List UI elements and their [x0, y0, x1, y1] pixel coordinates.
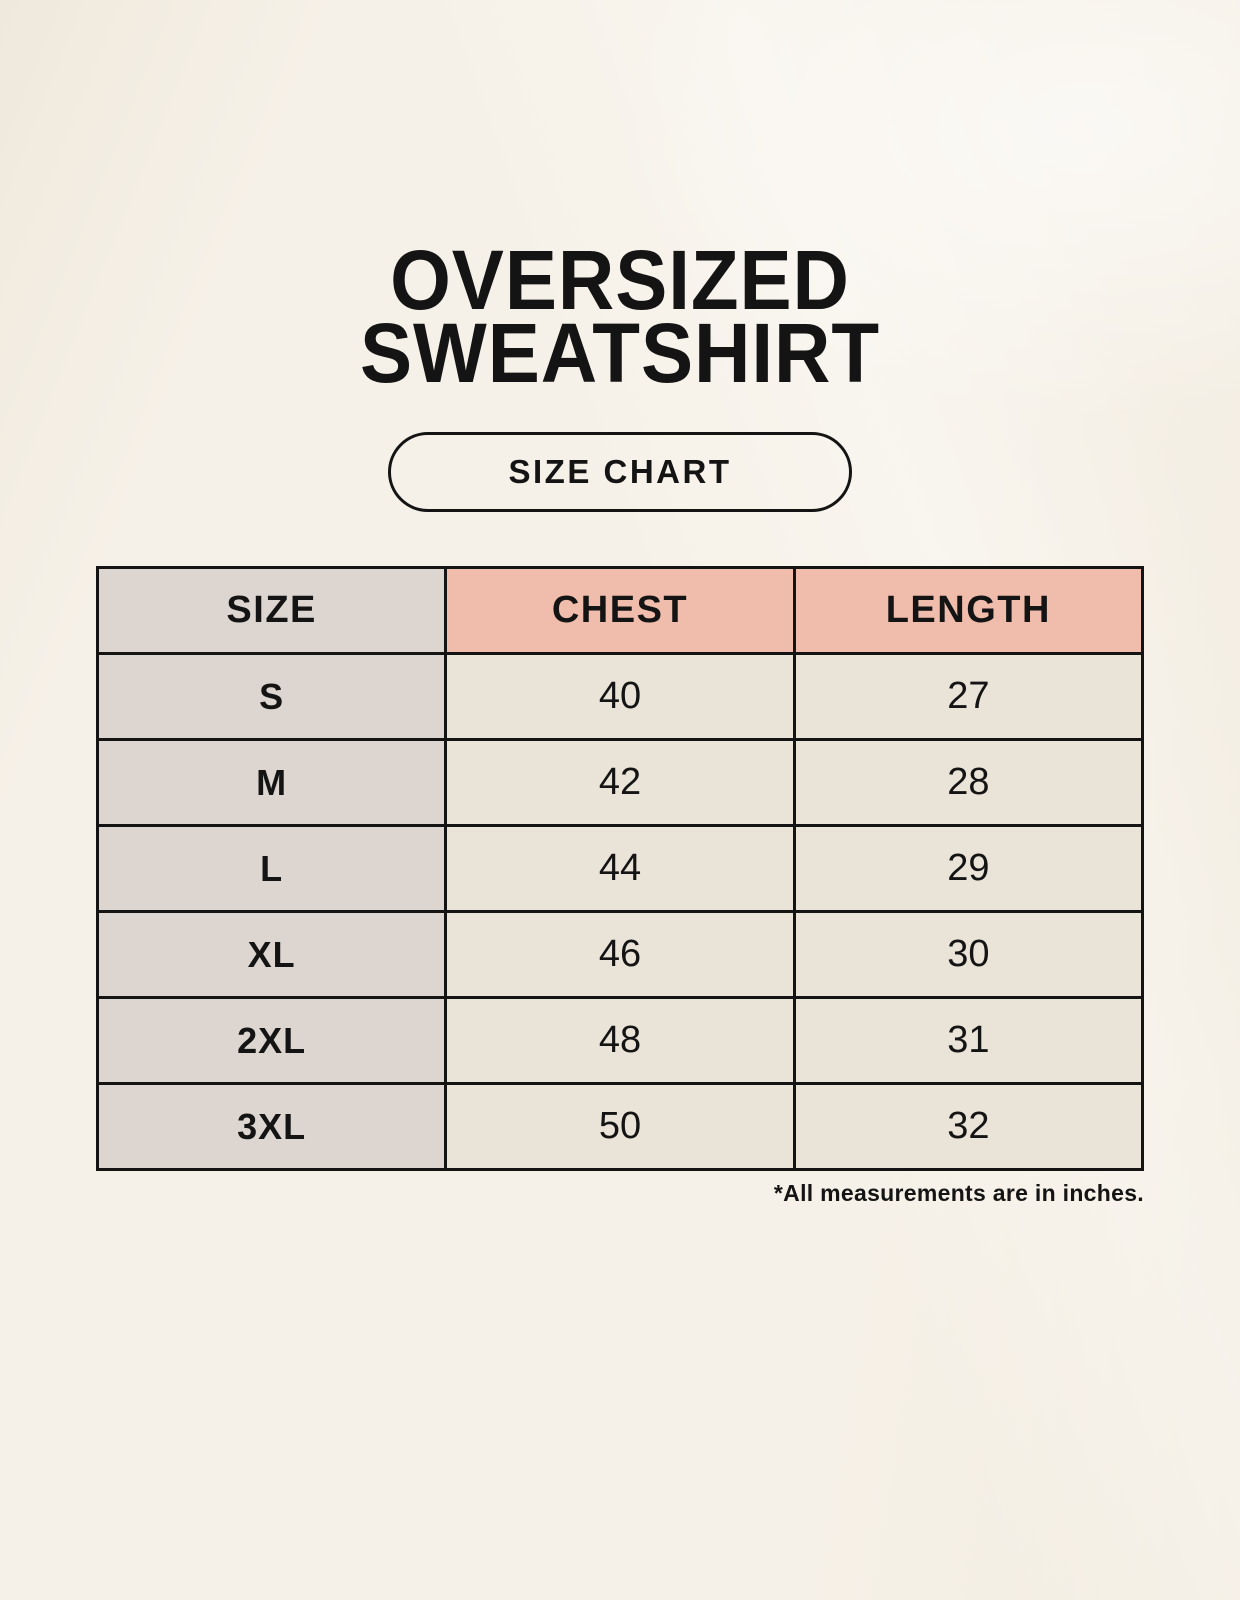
size-chart-section: SIZE CHEST LENGTH S 40 27 M 42 28 L	[95, 566, 1145, 1207]
size-cell: L	[95, 824, 448, 913]
size-cell: 2XL	[95, 996, 448, 1085]
length-cell: 30	[792, 910, 1145, 999]
column-header-chest: CHEST	[444, 566, 796, 655]
size-chart-badge-label: SIZE CHART	[508, 453, 732, 490]
chest-cell: 46	[444, 910, 796, 999]
length-cell: 29	[792, 824, 1145, 913]
table-row: 3XL 50 32	[95, 1082, 1145, 1171]
chest-cell: 40	[444, 652, 796, 741]
length-cell: 27	[792, 652, 1145, 741]
size-cell: M	[95, 738, 448, 827]
table-row: XL 46 30	[95, 910, 1145, 999]
column-header-size: SIZE	[95, 566, 448, 655]
table-row: 2XL 48 31	[95, 996, 1145, 1085]
size-cell: XL	[95, 910, 448, 999]
chest-cell: 44	[444, 824, 796, 913]
title-line-2: SWEATSHIRT	[360, 306, 880, 400]
table-row: S 40 27	[95, 652, 1145, 741]
title-line-1: OVERSIZED	[390, 233, 850, 327]
page-title: OVERSIZED SWEATSHIRT	[43, 233, 1196, 400]
chest-cell: 42	[444, 738, 796, 827]
length-cell: 31	[792, 996, 1145, 1085]
chest-cell: 50	[444, 1082, 796, 1171]
length-cell: 32	[792, 1082, 1145, 1171]
chest-cell: 48	[444, 996, 796, 1085]
table-header-row: SIZE CHEST LENGTH	[95, 566, 1145, 655]
size-chart-badge-button[interactable]: SIZE CHART	[388, 432, 852, 512]
measurements-footnote: *All measurements are in inches.	[773, 1180, 1144, 1206]
size-chart-table: SIZE CHEST LENGTH S 40 27 M 42 28 L	[95, 566, 1145, 1171]
table-row: M 42 28	[95, 738, 1145, 827]
length-cell: 28	[792, 738, 1145, 827]
column-header-length: LENGTH	[792, 566, 1145, 655]
size-cell: 3XL	[95, 1082, 448, 1171]
table-row: L 44 29	[95, 824, 1145, 913]
size-cell: S	[95, 652, 448, 741]
